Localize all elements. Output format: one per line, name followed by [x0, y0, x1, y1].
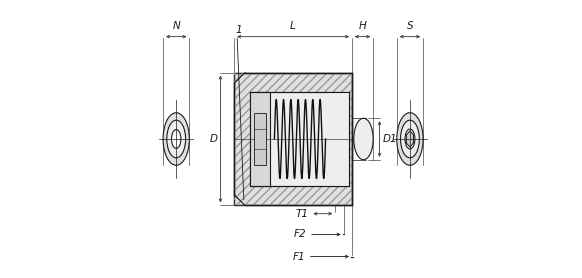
Ellipse shape	[167, 120, 186, 158]
Text: S: S	[407, 21, 413, 31]
Text: L: L	[290, 21, 296, 31]
Bar	[235, 73, 352, 205]
Bar	[254, 113, 265, 165]
Text: T1: T1	[295, 209, 308, 219]
Ellipse shape	[405, 129, 415, 149]
Text: H: H	[359, 21, 367, 31]
Text: D1: D1	[382, 134, 397, 144]
Text: N: N	[172, 21, 180, 31]
Ellipse shape	[400, 120, 420, 158]
Text: D: D	[210, 134, 218, 144]
Bar	[250, 92, 349, 186]
Text: 1: 1	[236, 24, 242, 34]
Bar	[250, 92, 270, 186]
Ellipse shape	[397, 113, 423, 165]
Ellipse shape	[172, 130, 181, 148]
Text: F1: F1	[293, 252, 306, 262]
Bar	[235, 73, 352, 205]
Ellipse shape	[354, 118, 373, 160]
Ellipse shape	[163, 113, 189, 165]
Text: F2: F2	[294, 229, 307, 239]
Polygon shape	[406, 131, 413, 147]
Bar	[325, 92, 349, 186]
